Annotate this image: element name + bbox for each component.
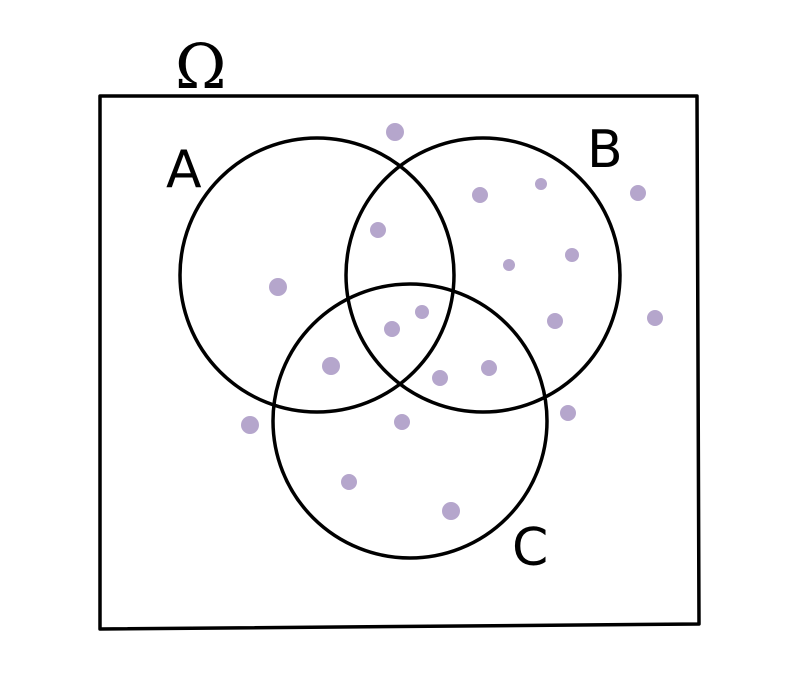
universe-label: Ω bbox=[175, 30, 226, 103]
set-a-label: A bbox=[166, 140, 202, 200]
element-dot bbox=[384, 321, 400, 337]
element-dot bbox=[322, 357, 340, 375]
element-dot bbox=[370, 222, 386, 238]
element-dot bbox=[241, 416, 259, 434]
set-b-circle bbox=[344, 136, 622, 414]
element-dot bbox=[647, 310, 663, 326]
set-c-label: C bbox=[512, 518, 548, 578]
set-c-circle bbox=[271, 282, 549, 560]
element-dot bbox=[547, 313, 563, 329]
set-b-label: B bbox=[587, 120, 623, 180]
element-dots bbox=[241, 123, 663, 520]
set-a-circle bbox=[178, 136, 456, 414]
element-dot bbox=[269, 278, 287, 296]
element-dot bbox=[560, 405, 576, 421]
universe-box bbox=[98, 94, 701, 631]
element-dot bbox=[394, 414, 410, 430]
element-dot bbox=[630, 185, 646, 201]
element-dot bbox=[503, 259, 515, 271]
element-dot bbox=[481, 360, 497, 376]
element-dot bbox=[442, 502, 460, 520]
element-dot bbox=[535, 178, 547, 190]
element-dot bbox=[565, 248, 579, 262]
element-dot bbox=[432, 370, 448, 386]
element-dot bbox=[341, 474, 357, 490]
element-dot bbox=[415, 305, 429, 319]
element-dot bbox=[386, 123, 404, 141]
element-dot bbox=[472, 187, 488, 203]
